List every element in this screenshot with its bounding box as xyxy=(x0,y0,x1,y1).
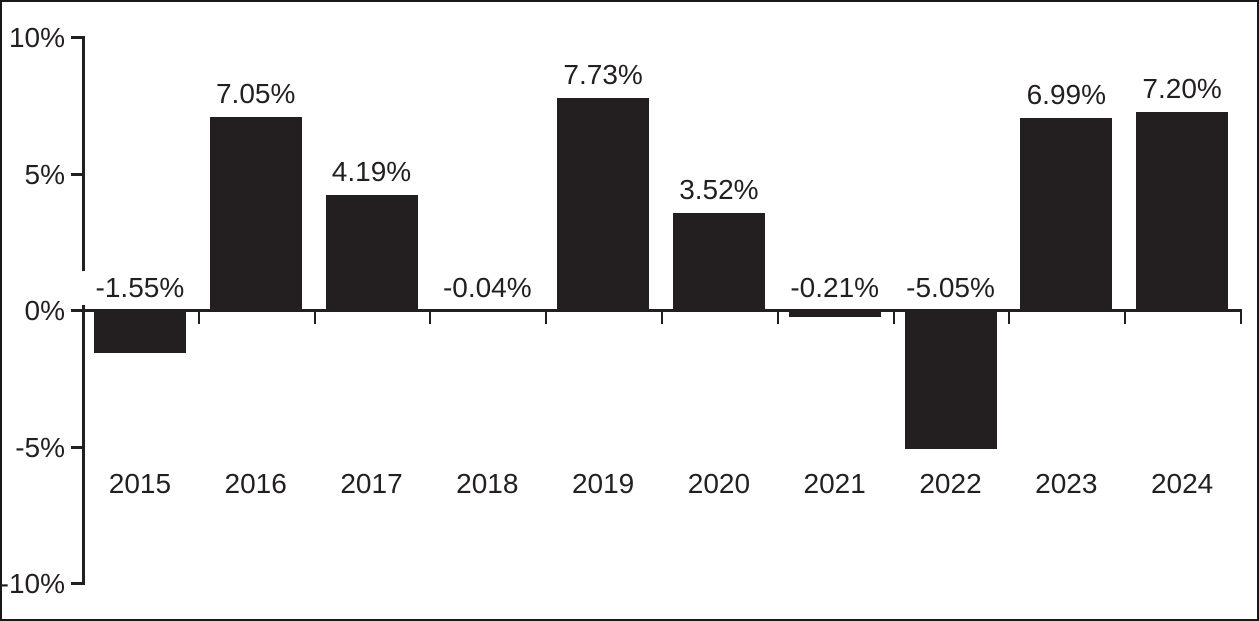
y-tick xyxy=(71,445,82,449)
y-tick-label: 0% xyxy=(24,295,65,326)
x-category-label: 2024 xyxy=(1150,468,1214,499)
y-tick xyxy=(71,36,82,39)
bar-value-label: 7.73% xyxy=(545,57,661,92)
x-tick xyxy=(545,312,548,324)
bar xyxy=(672,212,765,309)
bar xyxy=(557,97,650,309)
y-tick-label: -5% xyxy=(15,431,65,463)
x-tick xyxy=(661,312,663,324)
bar xyxy=(1136,112,1229,309)
y-tick-label: 5% xyxy=(24,158,65,190)
x-category-label: 2015 xyxy=(108,468,172,499)
x-tick xyxy=(1240,312,1242,324)
x-category-label: 2022 xyxy=(919,468,982,499)
bar-value-label: -0.04% xyxy=(424,271,550,305)
x-tick xyxy=(1008,312,1011,324)
x-category-label: 2019 xyxy=(571,468,635,499)
bar xyxy=(93,311,186,354)
x-tick xyxy=(429,312,432,324)
bar xyxy=(325,194,418,309)
x-category-label: 2017 xyxy=(340,468,403,499)
x-category-label: 2021 xyxy=(803,468,866,499)
x-tick xyxy=(892,312,895,324)
x-category-label: 2016 xyxy=(224,468,287,499)
bar-value-label: 7.05% xyxy=(197,76,314,111)
bar-value-label: 3.52% xyxy=(661,172,777,207)
bar xyxy=(904,311,997,449)
x-category-label: 2018 xyxy=(456,468,519,499)
bar-value-label: -5.05% xyxy=(888,271,1013,305)
x-category-label: 2023 xyxy=(1035,468,1098,499)
y-tick xyxy=(71,172,82,176)
x-tick xyxy=(197,312,200,324)
y-tick-label: -10% xyxy=(0,568,65,599)
bar-value-label: -1.55% xyxy=(77,271,203,305)
bar xyxy=(1020,118,1113,309)
x-tick xyxy=(313,312,316,324)
y-tick xyxy=(71,582,82,585)
y-tick xyxy=(71,309,82,312)
x-tick xyxy=(1124,312,1127,324)
bar-value-label: -0.21% xyxy=(772,271,898,305)
bar xyxy=(788,311,881,317)
x-axis-line xyxy=(82,309,1242,312)
x-category-label: 2020 xyxy=(687,468,751,499)
y-tick-label: 10% xyxy=(8,22,65,53)
bar-value-label: 6.99% xyxy=(1008,78,1124,113)
bar xyxy=(441,311,534,313)
bar-value-label: 4.19% xyxy=(313,154,430,189)
bar xyxy=(209,116,302,309)
x-tick xyxy=(776,312,779,324)
bar-value-label: 7.20% xyxy=(1124,72,1240,107)
